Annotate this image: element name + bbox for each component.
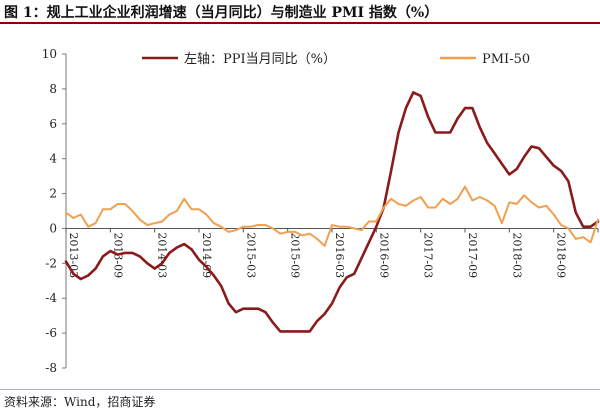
x-tick-label: 2016-09 (377, 232, 390, 278)
pmi-series-line (65, 185, 599, 247)
x-tick-label: 2014-09 (200, 232, 213, 278)
y-tick-label: 2 (49, 187, 57, 201)
x-tick-label: 2018-03 (510, 232, 523, 278)
chart-title: 图 1：规上工业企业利润增速（当月同比）与制造业 PMI 指数（%） (4, 5, 439, 21)
x-tick-label: 2017-09 (466, 232, 479, 278)
y-tick-label: 0 (49, 221, 57, 235)
source-divider (0, 389, 600, 390)
chart-legend: 左轴：PPI当月同比（%） PMI-50 (142, 52, 530, 67)
x-tick-label: 2016-03 (333, 232, 346, 278)
x-tick-label: 2015-03 (244, 232, 257, 278)
source-note: 资料来源：Wind，招商证券 (4, 395, 156, 409)
x-tick-label: 2013-03 (67, 232, 80, 278)
y-tick-label: -2 (45, 256, 57, 270)
x-tick-label: 2015-09 (289, 232, 302, 278)
y-tick-label: 10 (42, 47, 57, 61)
title-divider (0, 22, 600, 24)
y-tick-label: 6 (49, 117, 57, 131)
ppi-series-line (64, 91, 600, 333)
y-tick-label: -4 (45, 291, 57, 305)
chart-series (64, 91, 600, 333)
legend-label: PMI-50 (482, 52, 530, 67)
y-tick-label: 4 (49, 152, 57, 166)
legend-label: 左轴：PPI当月同比（%） (184, 52, 336, 67)
y-tick-label: -6 (45, 326, 57, 340)
x-tick-label: 2017-03 (422, 232, 435, 278)
y-tick-label: 8 (49, 82, 57, 96)
y-tick-label: -8 (45, 361, 57, 375)
x-tick-label: 2018-09 (555, 232, 568, 278)
